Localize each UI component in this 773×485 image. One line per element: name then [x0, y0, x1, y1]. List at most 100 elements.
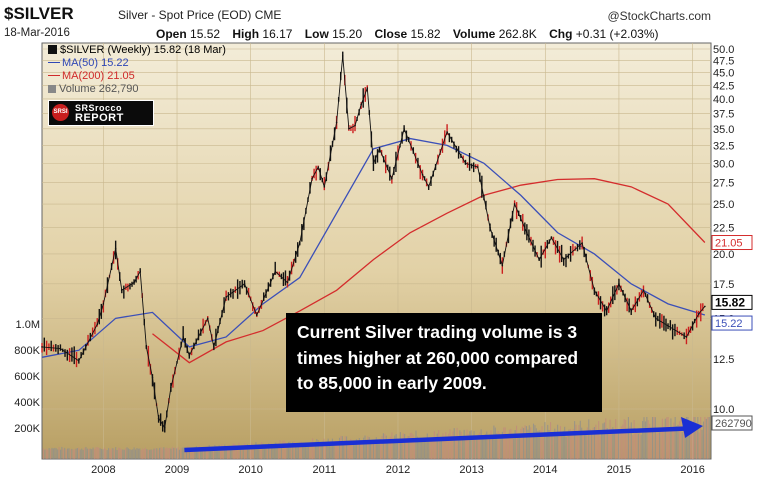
volume-bar: [150, 449, 152, 459]
volume-bar: [367, 436, 369, 459]
volume-bar: [304, 444, 307, 459]
volume-bar: [673, 422, 675, 459]
price-tick-label: 30.0: [713, 158, 734, 170]
volume-bar: [469, 431, 471, 459]
volume-bar: [494, 427, 496, 459]
volume-bar: [167, 448, 169, 459]
volume-bar: [300, 441, 302, 459]
price-point: [501, 264, 504, 267]
volume-bar: [314, 441, 316, 459]
price-tick-label: 50.0: [713, 44, 734, 56]
volume-bar: [336, 444, 338, 459]
volume-bar: [660, 430, 662, 459]
volume-bar: [608, 434, 610, 459]
volume-bar: [496, 433, 498, 459]
price-point: [256, 314, 258, 317]
volume-bar: [287, 441, 290, 459]
volume-bar: [65, 449, 67, 459]
volume-bar: [687, 417, 689, 459]
volume-bar: [117, 447, 120, 459]
price-point: [446, 131, 448, 133]
volume-bar: [286, 446, 288, 459]
legend-ma200: MA(200) 21.05: [48, 70, 226, 83]
volume-bar: [69, 449, 71, 459]
volume-bar: [45, 448, 47, 459]
volume-bar: [491, 436, 494, 459]
instrument-name: Silver - Spot Price (EOD) CME: [118, 8, 281, 22]
volume-bar: [307, 444, 309, 459]
volume-bar: [200, 448, 202, 459]
volume-bar: [372, 443, 375, 459]
volume-bar: [446, 436, 448, 459]
volume-arrow: [184, 417, 703, 453]
volume-bar: [666, 417, 668, 459]
volume-bar: [518, 436, 520, 459]
volume-bar: [242, 447, 244, 459]
volume-bar: [238, 442, 240, 459]
price-point: [206, 317, 209, 320]
volume-bar: [108, 448, 110, 459]
price-stats: Open 15.52 High 16.17 Low 15.20 Close 15…: [156, 27, 668, 41]
volume-bar: [157, 449, 159, 459]
volume-bar: [363, 437, 365, 459]
volume-bar: [344, 436, 346, 459]
volume-bar: [498, 433, 501, 459]
volume-bar: [78, 447, 80, 459]
volume-bar: [569, 428, 571, 459]
volume-bar: [256, 445, 258, 459]
volume-bar: [555, 432, 557, 459]
volume-bar: [528, 425, 530, 459]
volume-bar: [394, 435, 396, 459]
volume-bar: [414, 441, 416, 459]
volume-bar: [639, 431, 641, 459]
volume-bar: [176, 448, 178, 459]
volume-bar: [350, 438, 352, 459]
volume-bar: [285, 442, 287, 459]
volume-bar: [578, 424, 580, 459]
price-point: [391, 177, 393, 180]
volume-bar: [381, 435, 383, 459]
volume-bar: [506, 437, 508, 459]
volume-bar: [508, 429, 511, 459]
volume-bar: [617, 429, 620, 459]
volume-bar: [154, 448, 156, 459]
volume-bar: [500, 436, 502, 459]
volume-bar: [218, 445, 220, 459]
volume-bar: [595, 424, 597, 459]
volume-bar: [360, 441, 362, 459]
volume-bar: [632, 435, 634, 459]
volume-bar: [228, 445, 230, 459]
volume-bar: [241, 444, 243, 459]
ma50-tag: 15.22: [715, 318, 743, 330]
volume-bar: [163, 447, 165, 459]
volume-bar: [677, 424, 679, 459]
volume-bar: [95, 447, 97, 459]
volume-bar: [72, 449, 74, 459]
price-point: [182, 336, 184, 338]
price-point: [274, 270, 277, 273]
volume-bar: [425, 437, 427, 459]
volume-bar: [343, 441, 345, 459]
volume-bar: [484, 434, 486, 459]
volume-bar: [275, 442, 277, 459]
volume-bar: [259, 445, 261, 459]
volume-bar: [493, 425, 495, 459]
price-tick-label: 12.5: [713, 354, 734, 366]
volume-bar: [620, 426, 622, 459]
price-point: [378, 148, 381, 150]
price-point: [366, 87, 369, 89]
volume-bar: [382, 433, 384, 459]
volume-bar: [467, 434, 469, 459]
volume-bar: [129, 449, 131, 459]
volume-bar: [416, 436, 418, 459]
volume-bar: [651, 417, 654, 459]
volume-bar: [470, 430, 472, 459]
volume-bar: [463, 429, 465, 459]
volume-bar: [110, 448, 113, 459]
volume-bar: [346, 436, 348, 459]
volume-bar: [312, 438, 314, 459]
ma200-line: [152, 178, 706, 364]
volume-bar: [428, 440, 430, 459]
volume-bar: [164, 448, 166, 459]
volume-bar: [622, 424, 624, 459]
